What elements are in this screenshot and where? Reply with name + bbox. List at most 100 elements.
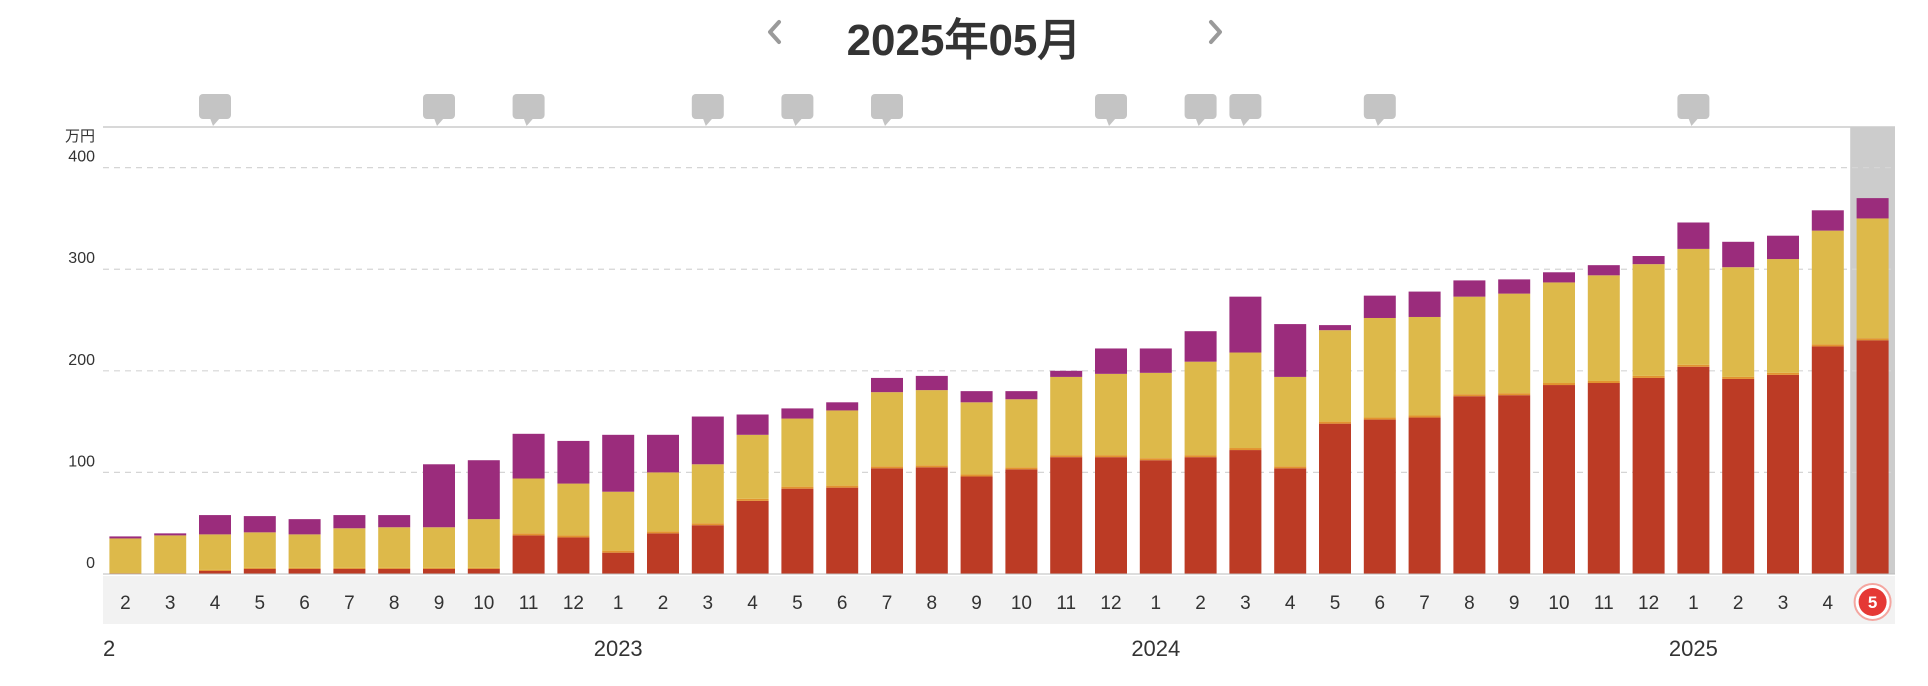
bar-segment[interactable] xyxy=(199,570,231,574)
bar-segment[interactable] xyxy=(467,519,500,568)
bar-segment[interactable] xyxy=(736,500,769,574)
bar-segment[interactable] xyxy=(1498,395,1531,574)
bar-segment[interactable] xyxy=(1005,469,1038,574)
bar-segment[interactable] xyxy=(378,515,411,528)
bar-segment[interactable] xyxy=(1184,361,1217,456)
bar-segment[interactable] xyxy=(243,532,276,568)
bar-segment[interactable] xyxy=(1677,364,1710,367)
bar-segment[interactable] xyxy=(1184,457,1217,574)
comment-bubble-icon[interactable] xyxy=(1677,94,1710,126)
bar-segment[interactable] xyxy=(781,418,814,487)
next-month-button[interactable] xyxy=(1195,12,1235,52)
bar-segment[interactable] xyxy=(1050,370,1083,377)
bar-segment[interactable] xyxy=(602,550,635,553)
bar-segment[interactable] xyxy=(1050,457,1083,574)
bar-segment[interactable] xyxy=(736,498,769,501)
x-tick-label[interactable]: 3 xyxy=(165,593,176,614)
bar-segment[interactable] xyxy=(647,533,679,574)
bar-segment[interactable] xyxy=(781,488,814,574)
bar-segment[interactable] xyxy=(154,533,187,536)
bar-segment[interactable] xyxy=(288,568,321,574)
x-tick-label[interactable]: 3 xyxy=(703,593,714,614)
bar-segment[interactable] xyxy=(1811,346,1844,574)
comment-bubble-icon[interactable] xyxy=(781,94,814,126)
bar-segment[interactable] xyxy=(960,474,993,477)
bar-segment[interactable] xyxy=(1050,455,1083,458)
bar-segment[interactable] xyxy=(1184,455,1217,458)
bar-segment[interactable] xyxy=(423,568,455,574)
bar-segment[interactable] xyxy=(960,402,993,475)
bar-segment[interactable] xyxy=(1587,383,1620,574)
bar-segment[interactable] xyxy=(781,486,814,489)
x-tick-label[interactable]: 1 xyxy=(613,593,624,614)
bar-segment[interactable] xyxy=(1229,450,1262,574)
comment-bubble-icon[interactable] xyxy=(423,94,455,126)
x-tick-label[interactable]: 9 xyxy=(1509,593,1520,614)
bar-segment[interactable] xyxy=(378,567,411,569)
x-tick-label[interactable]: 12 xyxy=(1638,593,1659,614)
bar-segment[interactable] xyxy=(1587,380,1620,384)
bar-segment[interactable] xyxy=(1453,396,1486,574)
bar-segment[interactable] xyxy=(1856,338,1889,341)
bar-segment[interactable] xyxy=(512,535,545,574)
bar-segment[interactable] xyxy=(960,391,993,403)
bar-segment[interactable] xyxy=(1587,265,1620,276)
bar-segment[interactable] xyxy=(1229,352,1262,449)
bar-segment[interactable] xyxy=(915,467,948,574)
comment-bubble-icon[interactable] xyxy=(691,94,724,126)
bar-segment[interactable] xyxy=(467,568,500,574)
bar-segment[interactable] xyxy=(1543,383,1575,386)
bar-segment[interactable] xyxy=(1722,376,1755,379)
x-tick-label[interactable]: 11 xyxy=(1594,593,1614,614)
bar-segment[interactable] xyxy=(1139,372,1172,459)
x-tick-label[interactable]: 10 xyxy=(1011,593,1032,614)
bar-segment[interactable] xyxy=(1632,264,1665,376)
x-tick-label[interactable]: 6 xyxy=(1375,593,1386,614)
bar-segment[interactable] xyxy=(109,536,142,539)
bar-segment[interactable] xyxy=(1408,316,1441,416)
bar-segment[interactable] xyxy=(826,485,859,488)
bar-segment[interactable] xyxy=(915,390,948,466)
x-tick-label[interactable]: 11 xyxy=(519,593,539,614)
bar-segment[interactable] xyxy=(1767,259,1799,373)
bar-segment[interactable] xyxy=(1274,466,1307,469)
bar-segment[interactable] xyxy=(1543,282,1575,384)
bar-segment[interactable] xyxy=(1095,348,1127,374)
bar-segment[interactable] xyxy=(1095,457,1127,574)
bar-segment[interactable] xyxy=(1319,330,1351,422)
bar-segment[interactable] xyxy=(691,523,724,526)
bar-segment[interactable] xyxy=(691,464,724,524)
comment-bubble-icon[interactable] xyxy=(1184,94,1217,126)
x-tick-label[interactable]: 7 xyxy=(882,593,893,614)
bar-segment[interactable] xyxy=(1811,230,1844,345)
bar-segment[interactable] xyxy=(960,476,993,574)
bar-segment[interactable] xyxy=(781,408,814,419)
bar-segment[interactable] xyxy=(691,416,724,465)
x-tick-label[interactable]: 5 xyxy=(255,593,266,614)
bar-segment[interactable] xyxy=(557,535,590,538)
bar-segment[interactable] xyxy=(154,572,187,574)
x-tick-label[interactable]: 1 xyxy=(1151,593,1162,614)
bar-segment[interactable] xyxy=(647,472,679,532)
bar-segment[interactable] xyxy=(1677,248,1710,365)
bar-segment[interactable] xyxy=(467,460,500,520)
bar-segment[interactable] xyxy=(1722,267,1755,377)
x-tick-label[interactable]: 2 xyxy=(120,593,131,614)
x-tick-label[interactable]: 4 xyxy=(210,593,221,614)
bar-segment[interactable] xyxy=(288,534,321,568)
comment-bubble-icon[interactable] xyxy=(1095,94,1127,126)
bar-segment[interactable] xyxy=(378,527,411,568)
bar-segment[interactable] xyxy=(378,568,411,574)
bar-segment[interactable] xyxy=(871,392,903,467)
bar-segment[interactable] xyxy=(647,434,679,473)
bar-segment[interactable] xyxy=(1498,293,1531,394)
bar-segment[interactable] xyxy=(1543,385,1575,574)
x-tick-label[interactable]: 4 xyxy=(747,593,758,614)
bar-segment[interactable] xyxy=(1005,391,1038,400)
bar-segment[interactable] xyxy=(109,538,142,573)
bar-segment[interactable] xyxy=(915,375,948,391)
bar-segment[interactable] xyxy=(1677,366,1710,574)
selected-month-label[interactable]: 5 xyxy=(1868,593,1877,612)
bar-segment[interactable] xyxy=(1095,373,1127,456)
bar-segment[interactable] xyxy=(602,552,635,574)
